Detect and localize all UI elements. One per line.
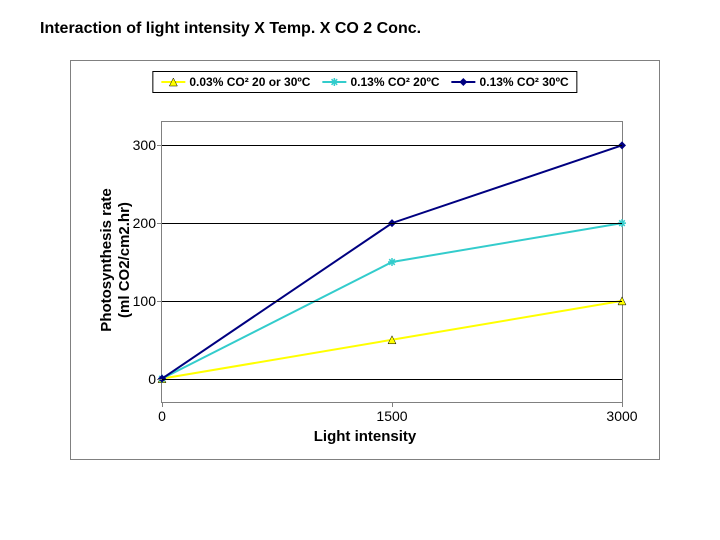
legend-swatch: [161, 81, 185, 83]
gridline: [162, 301, 622, 302]
plot-area: 0100200300015003000: [161, 121, 623, 403]
y-axis-title: Photosynthesis rate (ml CO2/cm2.hr): [98, 160, 134, 360]
gridline: [162, 145, 622, 146]
y-tick-label: 300: [133, 137, 156, 153]
chart-lines: [162, 122, 622, 402]
legend-marker-icon: [329, 77, 339, 87]
legend-label: 0.03% CO² 20 or 30ºC: [189, 75, 310, 89]
y-axis-title-line1: Photosynthesis rate: [98, 188, 115, 331]
y-axis-title-line2: (ml CO2/cm2.hr): [116, 202, 133, 318]
x-axis-title: Light intensity: [314, 428, 417, 445]
legend-swatch: [322, 81, 346, 83]
legend-item: 0.13% CO² 30ºC: [452, 75, 569, 89]
gridline: [162, 379, 622, 380]
y-tick-label: 0: [148, 371, 156, 387]
y-tick-mark: [157, 223, 162, 224]
x-tick-mark: [392, 402, 393, 407]
legend-item: 0.03% CO² 20 or 30ºC: [161, 75, 310, 89]
legend-label: 0.13% CO² 30ºC: [480, 75, 569, 89]
gridline: [162, 223, 622, 224]
x-tick-mark: [622, 402, 623, 407]
y-tick-mark: [157, 145, 162, 146]
page-title: Interaction of light intensity X Temp. X…: [40, 20, 421, 38]
y-tick-mark: [157, 379, 162, 380]
series-marker: [388, 258, 396, 266]
legend-marker-icon: [459, 77, 469, 87]
legend-label: 0.13% CO² 20ºC: [350, 75, 439, 89]
y-tick-mark: [157, 301, 162, 302]
legend: 0.03% CO² 20 or 30ºC 0.13% CO² 20ºC 0.13% …: [152, 71, 577, 93]
y-tick-label: 200: [133, 215, 156, 231]
x-tick-label: 0: [158, 408, 166, 424]
legend-item: 0.13% CO² 20ºC: [322, 75, 439, 89]
x-tick-mark: [162, 402, 163, 407]
x-tick-label: 3000: [606, 408, 637, 424]
x-tick-label: 1500: [376, 408, 407, 424]
y-tick-label: 100: [133, 293, 156, 309]
legend-swatch: [452, 81, 476, 83]
legend-marker-icon: [168, 77, 178, 87]
chart-container: 0.03% CO² 20 or 30ºC 0.13% CO² 20ºC 0.13% …: [70, 60, 660, 460]
